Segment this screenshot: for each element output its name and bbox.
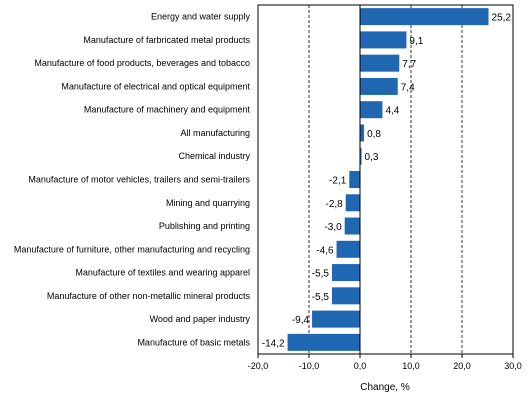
category-labels: Energy and water supply Manufacture of fa… [14, 12, 251, 348]
value-label-14: -14,2 [262, 338, 285, 349]
category-label-8: Mining and quarrying [166, 198, 250, 208]
category-label-4: Manufacture of machinery and equipment [84, 105, 251, 115]
x-tick-label-1: -10,0 [299, 361, 320, 371]
category-label-12: Manufacture of other non-metallic minera… [47, 291, 251, 301]
value-label-5: 0,8 [367, 129, 381, 140]
value-label-1: 9,1 [409, 36, 423, 47]
bar-14 [287, 333, 360, 351]
x-tick-label-3: 10,0 [402, 361, 420, 371]
bar-12 [331, 287, 360, 305]
category-label-6: Chemical industry [178, 151, 250, 161]
x-tick-label-5: 30,0 [504, 361, 522, 371]
value-label-4: 4,4 [385, 106, 399, 117]
category-label-11: Manufacture of textiles and wearing appa… [75, 268, 250, 278]
bar-5 [360, 124, 365, 142]
plot-frame [257, 4, 514, 355]
x-tick-label-0: -20,0 [248, 361, 269, 371]
value-label-9: -3,0 [324, 222, 342, 233]
bar-11 [331, 264, 360, 282]
category-label-3: Manufacture of electrical and optical eq… [61, 81, 250, 91]
value-label-6: 0,3 [365, 152, 379, 163]
category-label-14: Manufacture of basic metals [137, 337, 250, 347]
value-label-3: 7,4 [401, 82, 415, 93]
bars [287, 8, 489, 351]
x-tick-label-4: 20,0 [453, 361, 471, 371]
category-label-5: All manufacturing [180, 128, 250, 138]
gridlines [308, 5, 463, 354]
bar-6 [360, 147, 362, 165]
value-labels: 25,2 9,1 7,7 7,4 4,4 0,8 0,3 -2,1 -2,8 -3,0 -4,6 -5… [262, 13, 512, 350]
x-axis-title: Change, % [360, 382, 410, 393]
value-label-13: -9,4 [292, 315, 310, 326]
bar-3 [360, 77, 398, 95]
value-label-0: 25,2 [492, 13, 512, 24]
value-label-10: -4,6 [316, 245, 334, 256]
category-label-7: Manufacture of motor vehicles, trailers … [28, 175, 250, 185]
bar-7 [349, 171, 360, 188]
category-label-1: Manufacture of farbricated metal product… [83, 35, 250, 45]
value-label-12: -5,5 [312, 292, 330, 303]
x-tick-label-2: 0,0 [354, 361, 367, 371]
bar-8 [345, 194, 360, 212]
value-label-2: 7,7 [402, 59, 416, 70]
bar-0 [360, 8, 489, 26]
bar-9 [344, 217, 360, 235]
category-label-0: Energy and water supply [151, 12, 251, 22]
bar-13 [312, 310, 360, 328]
category-label-2: Manufacture of food products, beverages … [34, 58, 250, 68]
value-label-11: -5,5 [312, 269, 330, 280]
category-label-9: Publishing and printing [159, 221, 250, 231]
bar-4 [360, 101, 383, 119]
bar-1 [360, 31, 407, 49]
value-label-7: -2,1 [329, 176, 347, 187]
category-label-13: Wood and paper industry [150, 314, 251, 324]
bar-10 [336, 240, 360, 258]
value-label-8: -2,8 [325, 199, 343, 210]
category-label-10: Manufacture of furniture, other manufact… [14, 244, 250, 254]
axes: -20,0 -10,0 0,0 10,0 20,0 30,0 [248, 4, 522, 371]
bar-2 [360, 54, 400, 72]
